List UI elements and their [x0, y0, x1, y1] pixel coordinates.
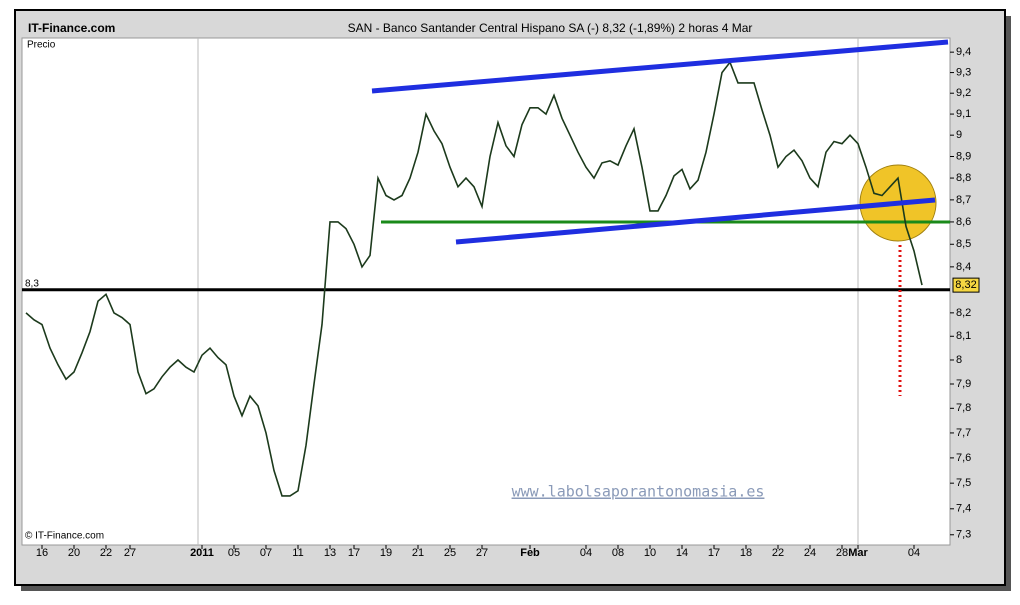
x-tick-label: 08 [612, 547, 624, 559]
x-tick-label: 20 [68, 547, 80, 559]
x-tick-label: 13 [324, 547, 336, 559]
x-tick-label: 18 [740, 547, 752, 559]
x-tick-label: 28 [836, 547, 848, 559]
last-price-box [952, 277, 980, 293]
x-tick-label: 10 [644, 547, 656, 559]
copyright: © IT-Finance.com [25, 531, 104, 542]
x-tick-label: Mar [848, 547, 868, 559]
last-price-label: 8,32 [955, 279, 976, 291]
y-tick-label: 8,7 [956, 194, 971, 206]
y-tick-label: 8,8 [956, 172, 971, 184]
x-tick-label: 27 [476, 547, 488, 559]
x-tick-label: 16 [36, 547, 48, 559]
y-tick-label: 7,4 [956, 503, 971, 515]
x-tick-label: 05 [228, 547, 240, 559]
y-tick-label: 9,1 [956, 108, 971, 120]
y-tick-label: 7,7 [956, 427, 971, 439]
x-tick-label: 25 [444, 547, 456, 559]
y-tick-label: 8 [956, 354, 962, 366]
chart-title: SAN - Banco Santander Central Hispano SA… [348, 21, 753, 35]
y-tick-label: 9 [956, 129, 962, 141]
y-tick-label: 7,3 [956, 529, 971, 541]
plot-area [21, 37, 951, 546]
y-tick-label: 7,9 [956, 378, 971, 390]
y-tick-label: 7,5 [956, 477, 971, 489]
x-tick-label: 14 [676, 547, 688, 559]
y-tick-label: 9,4 [956, 46, 971, 58]
x-tick-label: 27 [124, 547, 136, 559]
x-tick-label: 04 [908, 547, 920, 559]
y-tick-label: 9,3 [956, 66, 971, 78]
y-tick-label: 8,1 [956, 330, 971, 342]
trend-line-lower [455, 197, 936, 245]
trend-line-upper [371, 39, 949, 94]
price-line [25, 60, 923, 497]
x-tick-label: 11 [292, 547, 303, 559]
x-tick-label: 22 [772, 547, 784, 559]
y-tick-label: 7,8 [956, 402, 971, 414]
x-tick-label: 04 [580, 547, 592, 559]
watermark: www.labolsaporantonomasia.es [512, 483, 765, 501]
x-tick-label: 24 [804, 547, 816, 559]
y-tick-label: 8,4 [956, 261, 971, 273]
y-tick-label: 8,6 [956, 216, 971, 228]
x-tick-label: 17 [348, 547, 360, 559]
x-tick-label: 17 [708, 547, 720, 559]
x-tick-label: 22 [100, 547, 112, 559]
x-tick-label: 07 [260, 547, 272, 559]
y-axis-label: Precio [27, 40, 56, 51]
x-tick-label: 21 [412, 547, 424, 559]
y-tick-label: 7,6 [956, 452, 971, 464]
x-tick-label: 19 [380, 547, 392, 559]
y-tick-label: 9,2 [956, 87, 971, 99]
y-tick-label: 8,9 [956, 150, 971, 162]
site-name: IT-Finance.com [28, 21, 115, 35]
x-tick-label: 2011 [190, 547, 214, 559]
x-tick-label: Feb [520, 547, 540, 559]
y-tick-label: 8,5 [956, 238, 971, 250]
y-tick-label: 8,2 [956, 307, 971, 319]
reference-label: 8,3 [25, 278, 39, 289]
